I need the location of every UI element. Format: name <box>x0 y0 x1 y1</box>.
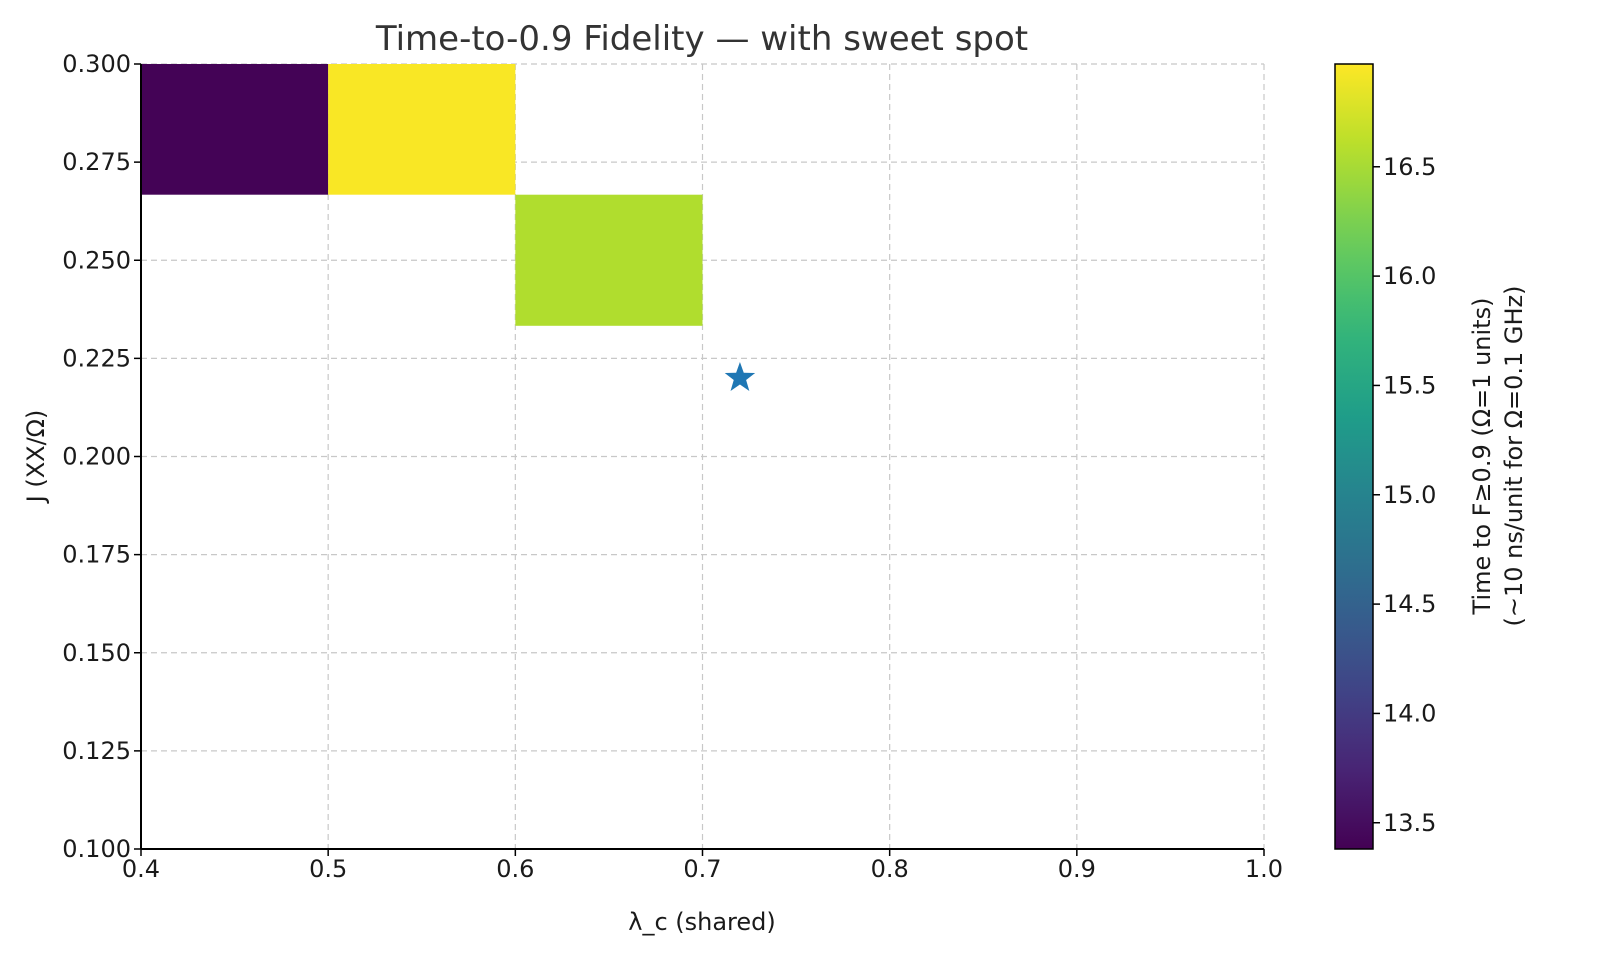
colorbar-tick-label: 15.0 <box>1383 481 1436 509</box>
x-tick-label: 0.9 <box>1058 855 1096 883</box>
colorbar-gradient <box>1334 63 1374 850</box>
plot-area <box>140 63 1265 850</box>
x-tick-label: 0.6 <box>496 855 534 883</box>
colorbar: 13.5 14.0 14.5 15.0 15.5 16.0 16.5 <box>1334 63 1436 850</box>
colorbar-tick-label: 16.0 <box>1383 262 1436 290</box>
y-tick-label: 0.150 <box>62 639 131 667</box>
heatmap-cells <box>141 64 703 326</box>
heatmap-cell <box>515 194 703 326</box>
chart-title: Time-to-0.9 Fidelity — with sweet spot <box>375 19 1028 59</box>
y-axis-label: J (XX/Ω) <box>22 410 50 505</box>
x-axis-label: λ_c (shared) <box>628 908 776 936</box>
y-tick-label: 0.200 <box>62 443 131 471</box>
y-axis-ticks: 0.100 0.125 0.150 0.175 0.200 0.225 0.250 0.275… <box>62 50 141 863</box>
y-tick-label: 0.300 <box>62 50 131 78</box>
colorbar-label: Time to F≥0.9 (Ω=1 units) (~10 ns/unit f… <box>1468 285 1528 626</box>
colorbar-tick-label: 14.5 <box>1383 590 1436 618</box>
x-tick-label: 1.0 <box>1245 855 1283 883</box>
colorbar-tick-label: 16.5 <box>1383 153 1436 181</box>
colorbar-tick-label: 15.5 <box>1383 371 1436 399</box>
y-tick-label: 0.250 <box>62 246 131 274</box>
x-tick-label: 0.8 <box>871 855 909 883</box>
colorbar-label-line2: (~10 ns/unit for Ω=0.1 GHz) <box>1500 285 1528 626</box>
x-tick-label: 0.7 <box>683 855 721 883</box>
x-tick-label: 0.4 <box>122 855 160 883</box>
heatmap-cell <box>141 64 329 195</box>
y-tick-label: 0.175 <box>62 541 131 569</box>
y-tick-label: 0.125 <box>62 737 131 765</box>
x-tick-label: 0.5 <box>309 855 347 883</box>
sweet-spot-star-icon <box>724 362 756 391</box>
y-tick-label: 0.100 <box>62 835 131 863</box>
heatmap-cell <box>328 64 516 195</box>
colorbar-tick-label: 13.5 <box>1383 809 1436 837</box>
sweet-spot-layer <box>724 362 756 391</box>
x-axis-ticks: 0.4 0.5 0.6 0.7 0.8 0.9 1.0 <box>122 849 1283 883</box>
colorbar-label-line1: Time to F≥0.9 (Ω=1 units) <box>1468 298 1496 616</box>
y-tick-label: 0.275 <box>62 148 131 176</box>
colorbar-tick-label: 14.0 <box>1383 699 1436 727</box>
y-tick-label: 0.225 <box>62 344 131 372</box>
